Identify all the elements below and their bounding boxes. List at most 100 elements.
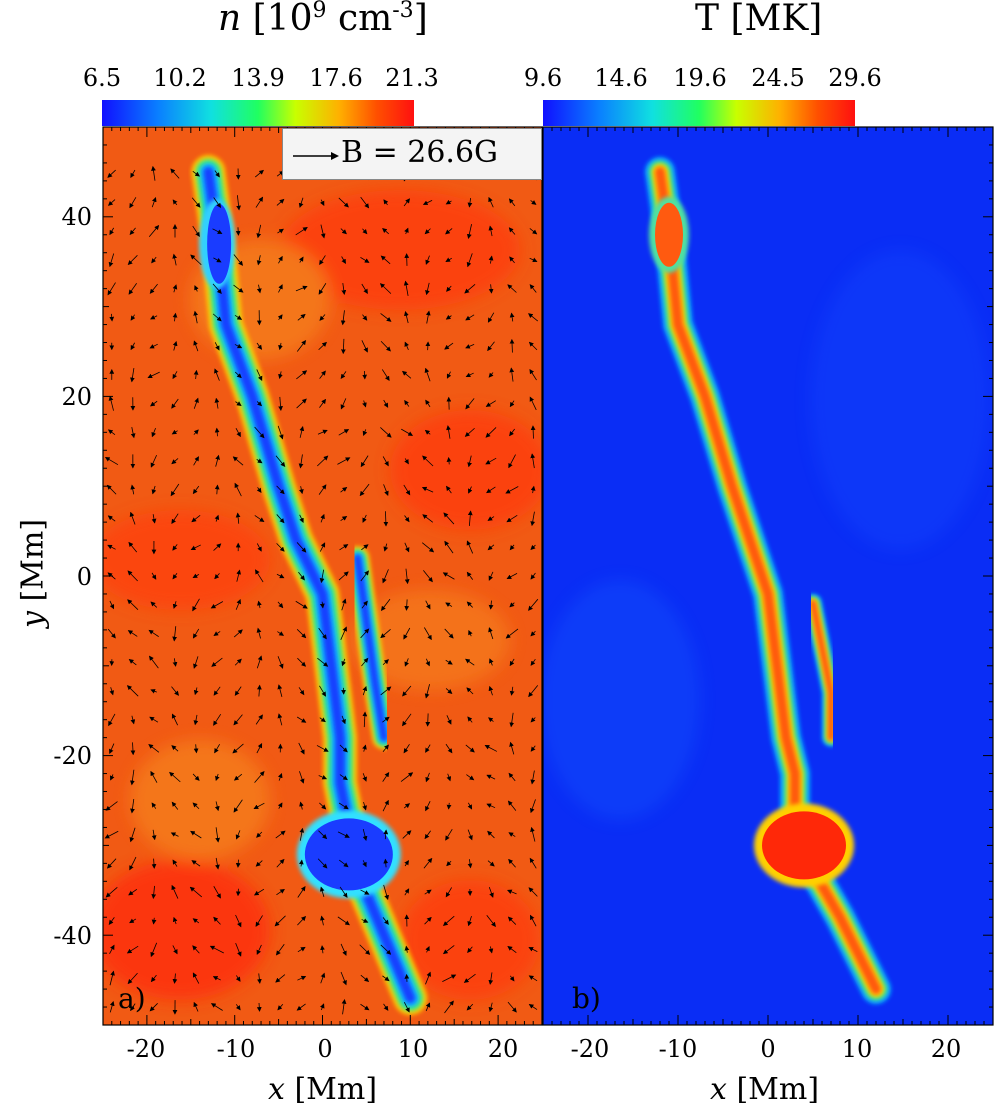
field-vector-arrow: [361, 544, 369, 551]
field-vector-arrow: [488, 886, 494, 898]
field-vector-arrow: [402, 830, 412, 839]
field-vector-arrow: [299, 514, 304, 523]
field-vector-arrow: [509, 602, 515, 608]
field-vector-arrow: [425, 1002, 431, 1012]
field-vector-arrow: [340, 486, 348, 493]
field-vector-arrow: [254, 515, 265, 523]
field-vector-arrow: [465, 744, 475, 753]
field-vector-arrow: [190, 544, 201, 550]
field-vector-arrow: [509, 338, 515, 353]
field-vector-arrow: [382, 569, 389, 584]
field-vector-arrow: [296, 716, 307, 723]
field-vector-arrow: [487, 830, 495, 839]
field-vector-arrow: [362, 744, 367, 752]
field-vector-arrow: [340, 626, 347, 640]
field-vector-arrow: [215, 454, 220, 467]
field-vector-arrow: [425, 744, 431, 753]
field-vector-arrow: [362, 314, 368, 321]
field-vector-arrow: [256, 487, 262, 493]
field-vector-arrow: [402, 685, 412, 697]
field-vector-arrow: [256, 284, 262, 294]
field-vector-arrow: [193, 340, 199, 352]
field-vector-arrow: [488, 946, 494, 954]
field-vector-arrow: [380, 313, 392, 322]
field-vector-arrow: [404, 658, 409, 667]
field-vector-arrow: [295, 226, 308, 236]
field-vector-arrow: [424, 830, 431, 840]
field-vector-arrow: [422, 199, 433, 205]
field-vector-arrow: [403, 1001, 410, 1013]
field-vector-arrow: [507, 945, 517, 953]
field-vector-arrow: [215, 773, 220, 782]
field-vector-arrow: [341, 658, 346, 667]
field-vector-arrow: [530, 544, 536, 550]
field-vector-arrow: [319, 542, 326, 552]
field-vector-arrow: [488, 196, 494, 208]
field-vector-arrow: [380, 340, 391, 352]
field-vector-arrow: [127, 570, 138, 582]
field-vector-arrow: [341, 256, 346, 265]
field-vector-arrow: [383, 399, 389, 408]
field-vector-arrow: [338, 802, 349, 810]
field-vector-arrow: [339, 744, 348, 753]
field-vector-arrow: [235, 859, 241, 868]
field-vector-arrow: [296, 1003, 306, 1011]
field-vector-arrow: [172, 973, 178, 984]
field-vector-arrow: [318, 484, 327, 495]
field-vector-arrow: [276, 485, 285, 495]
field-vector-arrow: [339, 886, 348, 898]
field-vector-arrow: [360, 889, 370, 895]
field-vector-arrow: [127, 255, 138, 266]
field-vector-arrow: [193, 744, 199, 754]
field-vector-arrow: [298, 742, 305, 755]
field-vector-arrow: [235, 914, 242, 928]
field-vector-arrow: [320, 972, 326, 984]
field-vector-arrow: [297, 975, 307, 981]
field-vector-arrow: [529, 396, 537, 411]
field-vector-arrow: [361, 283, 368, 294]
field-vector-arrow: [108, 713, 116, 727]
field-vector-arrow: [318, 627, 327, 640]
field-vector-arrow: [192, 573, 200, 579]
field-vector-arrow: [299, 426, 305, 438]
x-tick-label: -20: [570, 1035, 610, 1063]
field-vector-arrow: [277, 656, 284, 669]
field-vector-arrow: [233, 284, 244, 293]
field-vector-arrow: [404, 860, 409, 867]
field-vector-arrow: [338, 197, 349, 208]
field-vector-arrow: [235, 942, 242, 957]
field-vector-arrow: [530, 572, 536, 580]
field-vector-arrow: [319, 601, 325, 609]
field-vector-arrow: [340, 943, 347, 956]
field-vector-arrow: [362, 711, 368, 728]
field-vector-arrow: [254, 169, 264, 178]
field-vector-arrow: [130, 427, 136, 439]
field-vector-arrow: [109, 1000, 115, 1013]
field-vector-arrow: [170, 483, 180, 497]
field-vector-arrow: [299, 801, 304, 810]
field-vector-arrow: [465, 398, 475, 410]
field-vector-arrow: [193, 429, 199, 435]
y-tick-label: 20: [61, 383, 92, 411]
field-vector-arrow: [380, 598, 391, 611]
field-vector-arrow: [189, 886, 203, 898]
field-vector-arrow: [442, 945, 455, 955]
field-vector-arrow: [383, 829, 389, 840]
field-vector-arrow: [467, 510, 473, 526]
field-vector-arrow: [129, 827, 136, 843]
field-vector-arrow: [193, 456, 199, 466]
temperature-blob: [762, 811, 846, 880]
colorbar-b-tick: 29.6: [828, 64, 882, 92]
field-vector-arrow: [319, 685, 326, 697]
field-vector-arrow: [404, 542, 410, 553]
colorbar-a: [102, 100, 414, 126]
field-vector-arrow: [528, 887, 538, 897]
field-vector-arrow: [254, 426, 265, 439]
field-vector-arrow: [235, 1004, 241, 1011]
field-vector-arrow: [212, 283, 222, 294]
field-vector-arrow: [530, 745, 536, 752]
field-vector-arrow: [382, 975, 390, 982]
field-vector-arrow: [171, 429, 178, 435]
field-vector-arrow: [299, 771, 305, 784]
